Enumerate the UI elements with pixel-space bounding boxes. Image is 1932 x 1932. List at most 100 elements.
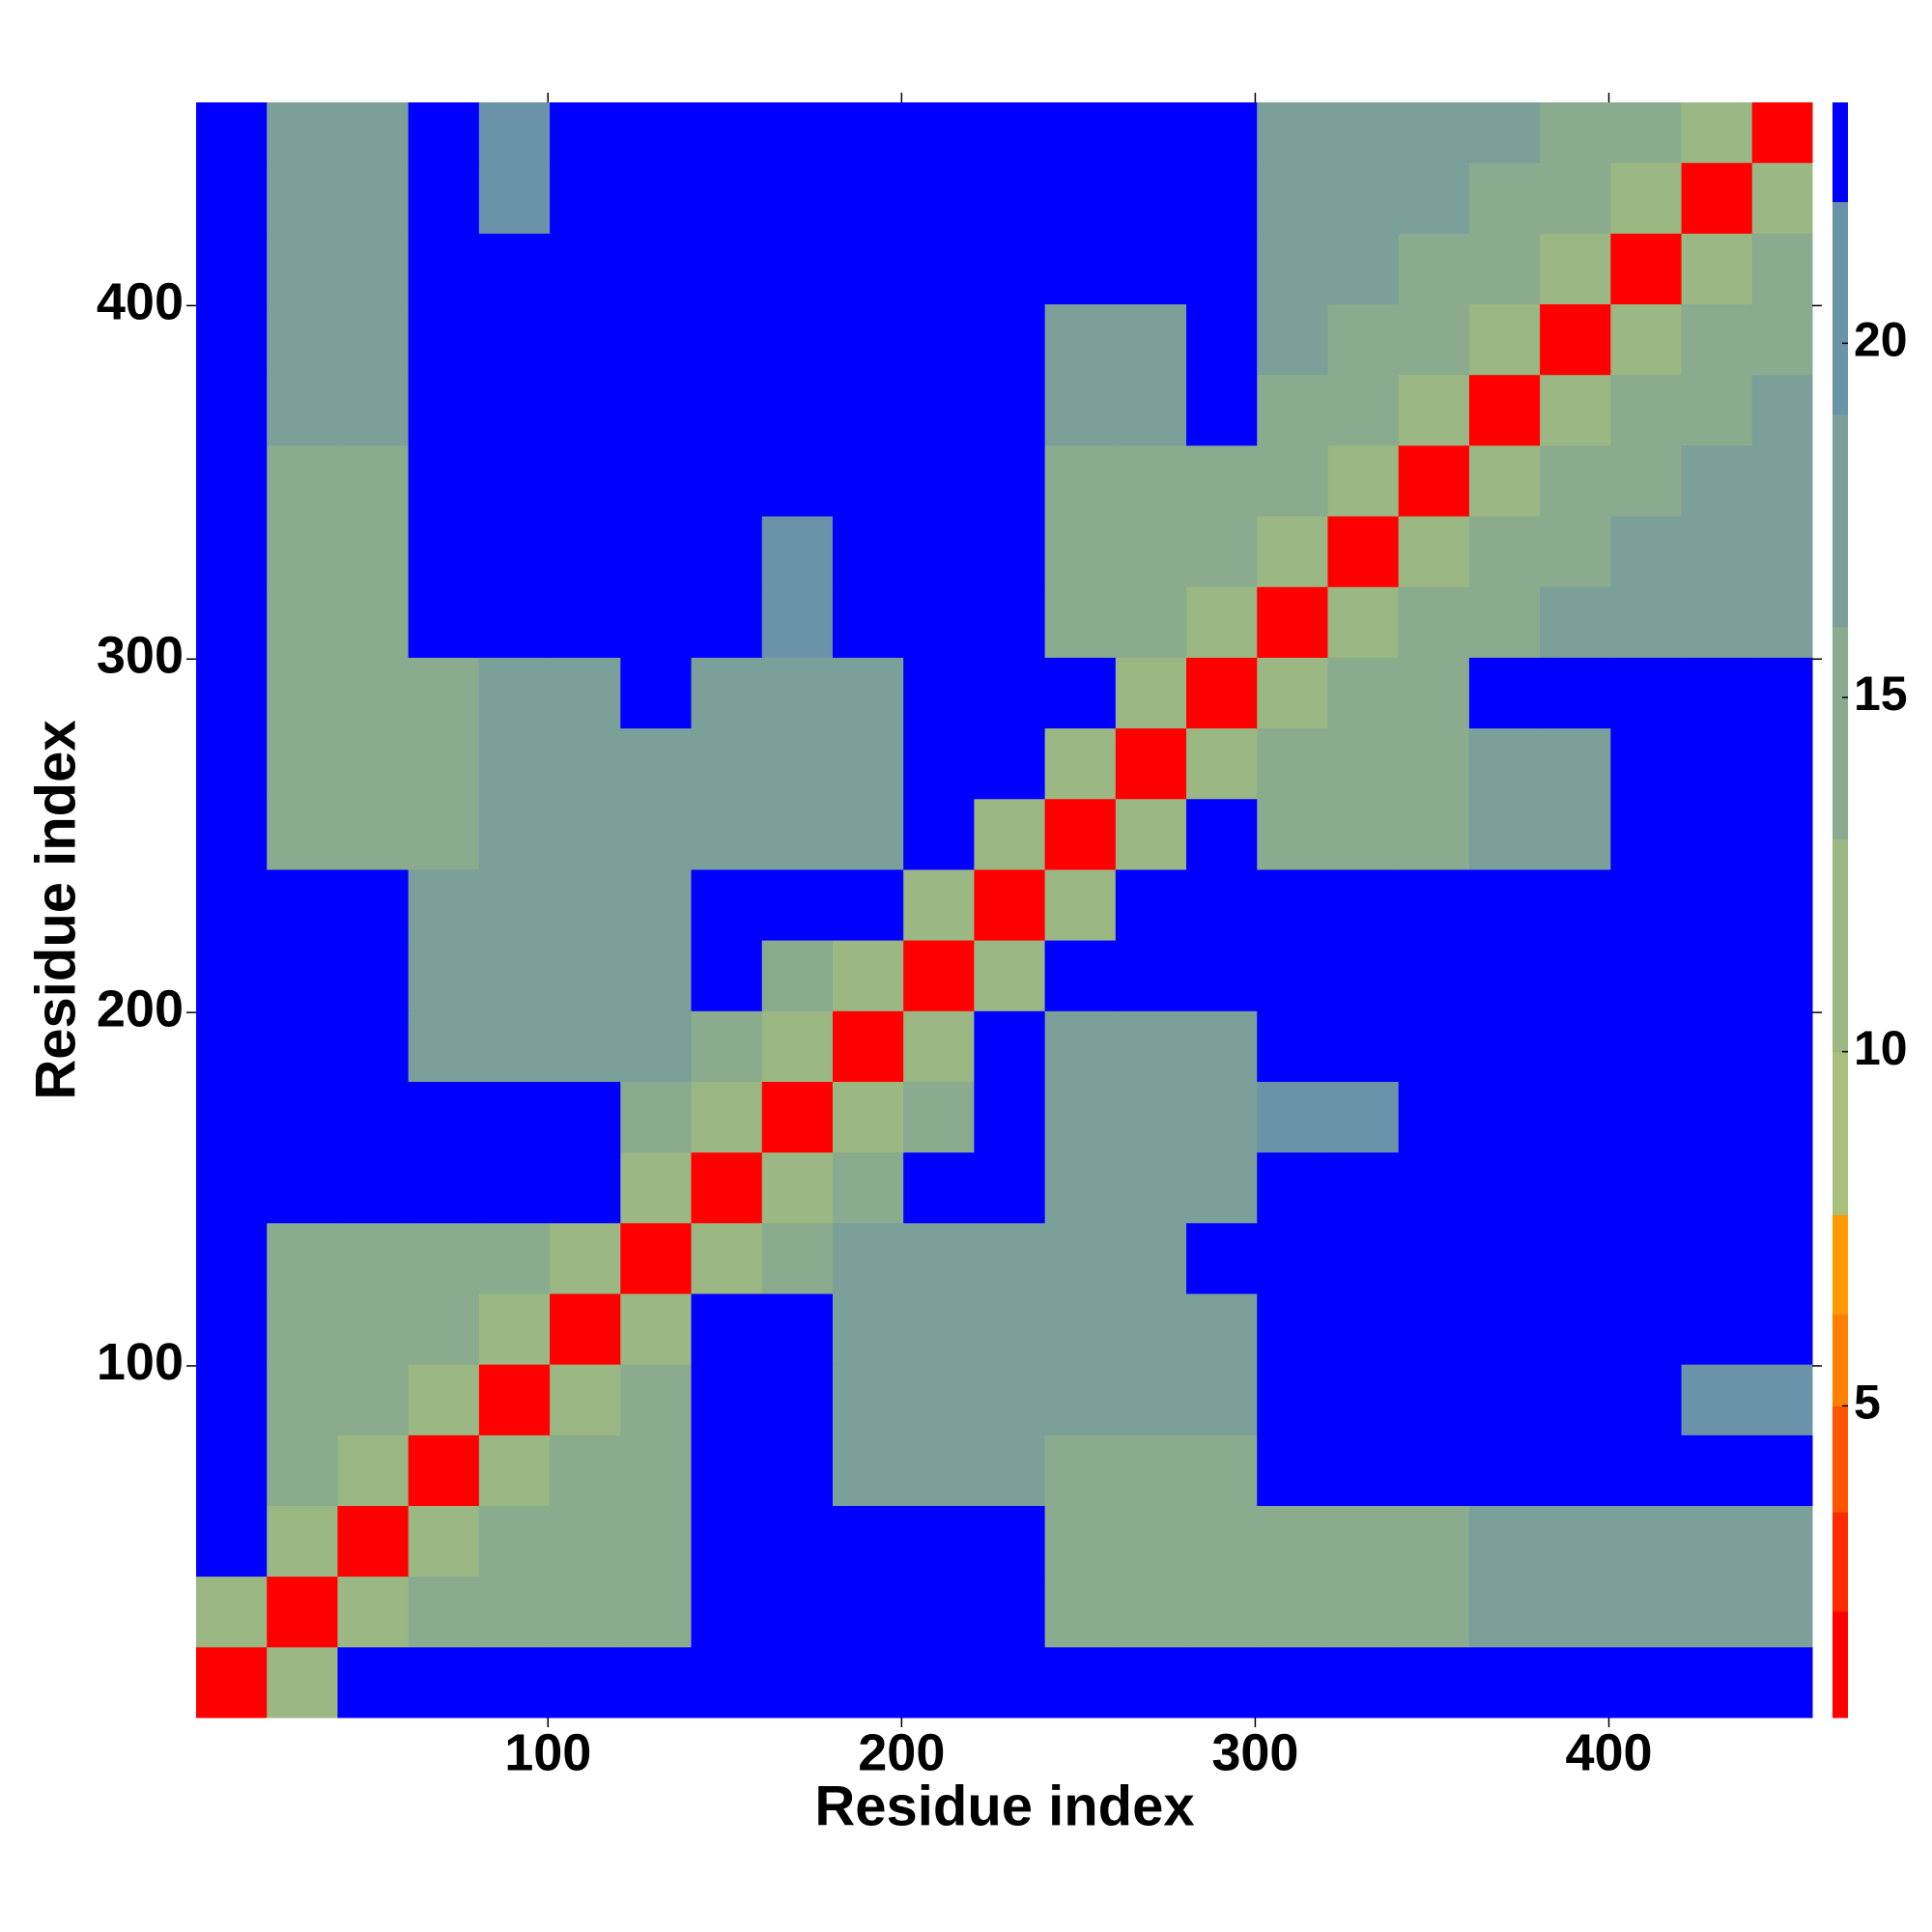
heatmap-cell bbox=[1610, 727, 1683, 800]
heatmap-cell bbox=[408, 1646, 480, 1719]
heatmap-cell bbox=[903, 1151, 975, 1224]
heatmap-cell bbox=[903, 1222, 975, 1294]
heatmap-cell bbox=[478, 940, 551, 1011]
heatmap-cell bbox=[691, 1364, 763, 1435]
heatmap-cell bbox=[1044, 233, 1117, 305]
heatmap-cell bbox=[1468, 374, 1541, 446]
heatmap-cell bbox=[1540, 1222, 1611, 1294]
heatmap-cell bbox=[761, 1576, 834, 1648]
heatmap-cell bbox=[1044, 1293, 1117, 1365]
heatmap-cell bbox=[1327, 444, 1400, 517]
heatmap-cell bbox=[1257, 1364, 1328, 1435]
x-tick-label: 300 bbox=[1211, 1723, 1298, 1781]
heatmap-cell bbox=[1751, 1010, 1813, 1082]
heatmap-cell bbox=[1610, 940, 1683, 1011]
heatmap-cell bbox=[761, 727, 834, 800]
heatmap-cell bbox=[337, 233, 410, 305]
heatmap-cell bbox=[832, 303, 904, 376]
heatmap-cell bbox=[620, 303, 693, 376]
colorbar-tick-label: 15 bbox=[1854, 667, 1908, 721]
heatmap-cell bbox=[1186, 1151, 1258, 1224]
heatmap-cell bbox=[691, 1222, 763, 1294]
heatmap-cell bbox=[1186, 444, 1258, 517]
heatmap-cell bbox=[1751, 374, 1813, 446]
heatmap-cell bbox=[974, 233, 1046, 305]
heatmap-cell bbox=[1468, 1081, 1541, 1153]
heatmap-cell bbox=[1044, 1010, 1117, 1082]
heatmap-cell bbox=[1610, 1151, 1683, 1224]
heatmap-cell bbox=[1327, 1151, 1400, 1224]
heatmap-cell bbox=[1751, 444, 1813, 517]
heatmap-cell bbox=[761, 303, 834, 376]
heatmap-cell bbox=[761, 102, 834, 163]
heatmap-cell bbox=[691, 798, 763, 870]
heatmap-cell bbox=[1327, 162, 1400, 234]
heatmap-cell bbox=[1681, 1505, 1753, 1577]
heatmap-cell bbox=[550, 516, 621, 587]
heatmap-cell bbox=[1044, 1576, 1117, 1648]
heatmap-cell bbox=[1540, 1010, 1611, 1082]
heatmap-cell bbox=[761, 1081, 834, 1153]
heatmap-cell bbox=[1044, 374, 1117, 446]
heatmap-cell bbox=[832, 657, 904, 729]
heatmap-cell bbox=[267, 1364, 338, 1435]
heatmap-cell bbox=[620, 657, 693, 729]
heatmap-cell bbox=[1681, 1364, 1753, 1435]
heatmap-cell bbox=[1044, 1646, 1117, 1719]
heatmap-cell bbox=[691, 1646, 763, 1719]
heatmap-cell bbox=[1468, 868, 1541, 941]
heatmap-cell bbox=[1186, 868, 1258, 941]
heatmap-cell bbox=[761, 1010, 834, 1082]
heatmap-cell bbox=[1681, 586, 1753, 658]
heatmap-cell bbox=[1681, 374, 1753, 446]
heatmap-cell bbox=[1751, 1081, 1813, 1153]
heatmap-cell bbox=[196, 1364, 268, 1435]
heatmap-cell bbox=[408, 868, 480, 941]
heatmap-cell bbox=[691, 1576, 763, 1648]
heatmap-cell bbox=[1044, 516, 1117, 587]
y-axis-label: Residue index bbox=[24, 720, 87, 1099]
heatmap-cell bbox=[974, 1576, 1046, 1648]
heatmap-cell bbox=[1540, 1576, 1611, 1648]
heatmap-cell bbox=[1681, 444, 1753, 517]
heatmap-cell bbox=[1044, 798, 1117, 870]
heatmap-cell bbox=[974, 1364, 1046, 1435]
heatmap-cell bbox=[620, 727, 693, 800]
heatmap-cell bbox=[478, 868, 551, 941]
heatmap-cell bbox=[1681, 233, 1753, 305]
heatmap-cell bbox=[408, 162, 480, 234]
heatmap-cell bbox=[1257, 657, 1328, 729]
heatmap-cell bbox=[1540, 1646, 1611, 1719]
heatmap-cell bbox=[1398, 1576, 1470, 1648]
heatmap-cell bbox=[974, 162, 1046, 234]
heatmap-cell bbox=[1398, 798, 1470, 870]
heatmap-cell bbox=[974, 1222, 1046, 1294]
heatmap-cell bbox=[1398, 1151, 1470, 1224]
heatmap-cell bbox=[691, 303, 763, 376]
heatmap-cell bbox=[478, 798, 551, 870]
heatmap-cell bbox=[832, 1505, 904, 1577]
heatmap-cell bbox=[1468, 233, 1541, 305]
heatmap-cell bbox=[1540, 1081, 1611, 1153]
heatmap-cell bbox=[408, 102, 480, 163]
heatmap-cell bbox=[1681, 1222, 1753, 1294]
heatmap-cell bbox=[1751, 162, 1813, 234]
heatmap-cell bbox=[1327, 516, 1400, 587]
heatmap-cell bbox=[1327, 1010, 1400, 1082]
heatmap-cell bbox=[1186, 1435, 1258, 1506]
heatmap-cell bbox=[832, 727, 904, 800]
heatmap-cell bbox=[1115, 1010, 1187, 1082]
heatmap-cell bbox=[1044, 940, 1117, 1011]
heatmap-cell bbox=[550, 444, 621, 517]
heatmap-cell bbox=[761, 1293, 834, 1365]
heatmap-cell bbox=[1540, 516, 1611, 587]
heatmap-cell bbox=[408, 940, 480, 1011]
heatmap-cell bbox=[478, 1364, 551, 1435]
heatmap-cell bbox=[408, 1151, 480, 1224]
heatmap-cell bbox=[1044, 444, 1117, 517]
heatmap-cell bbox=[478, 102, 551, 163]
heatmap-cell bbox=[478, 1293, 551, 1365]
heatmap-cell bbox=[832, 162, 904, 234]
heatmap-cell bbox=[267, 798, 338, 870]
colorbar-band bbox=[1833, 1314, 1848, 1406]
